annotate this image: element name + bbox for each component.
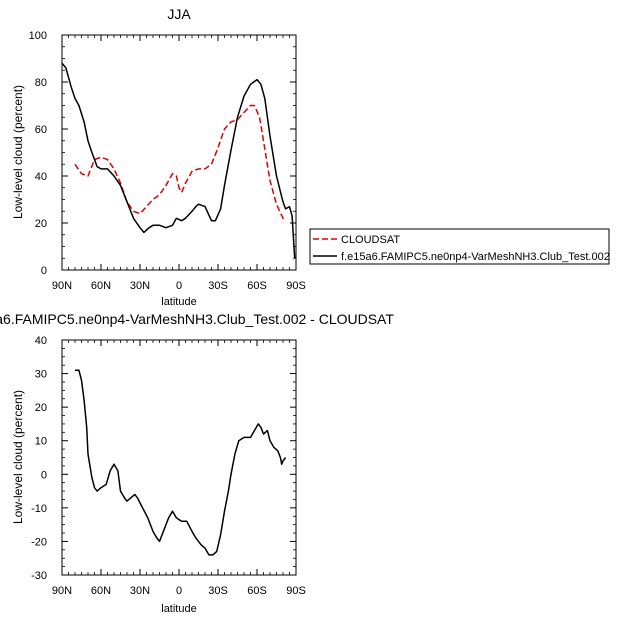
y-tick-label: 10	[35, 436, 47, 448]
x-tick-label: 90N	[52, 585, 72, 597]
bottom-chart-ticks: 90N 60N 30N 0 30S 60S 90S -30 -20 -10 0 10 20 30 40	[31, 335, 306, 597]
top-chart-ticks: 90N 60N 30N 0 30S 60S 90S 0 20 40 60 80 100	[29, 30, 306, 292]
bottom-chart-xlabel: latitude	[161, 603, 196, 615]
y-tick-label: 0	[41, 469, 47, 481]
top-chart-ylabel: Low-level cloud (percent)	[11, 85, 25, 219]
top-chart-xlabel: latitude	[161, 296, 196, 308]
series-line-1	[75, 369, 287, 556]
y-tick-label: 60	[35, 124, 47, 136]
bottom-chart-frame	[61, 339, 297, 576]
legend-label-model: f.e15a6.FAMIPC5.ne0np4-VarMeshNH3.Club_T…	[341, 251, 610, 263]
bottom-chart-title: f.e15a6.FAMIPC5.ne0np4-VarMeshNH3.Club_T…	[0, 311, 394, 327]
x-tick-label: 30S	[208, 585, 228, 597]
x-tick-label: 90S	[286, 585, 306, 597]
x-tick-label: 60S	[247, 280, 267, 292]
bottom-chart-series	[75, 369, 287, 556]
x-tick-label: 90S	[286, 280, 306, 292]
legend: CLOUDSAT f.e15a6.FAMIPC5.ne0np4-VarMeshN…	[309, 228, 610, 265]
top-chart-frame	[61, 34, 297, 271]
y-tick-label: 20	[35, 218, 47, 230]
top-chart-series	[61, 62, 296, 259]
series-line-1	[74, 104, 287, 222]
x-tick-label: 30N	[130, 280, 150, 292]
x-tick-label: 60S	[247, 585, 267, 597]
y-tick-label: 80	[35, 77, 47, 89]
series-line-2	[61, 62, 296, 259]
x-tick-label: 30S	[208, 280, 228, 292]
y-tick-label: 40	[35, 171, 47, 183]
legend-box	[309, 228, 610, 265]
y-tick-label: -30	[31, 570, 47, 582]
x-tick-label: 0	[176, 585, 182, 597]
y-tick-label: 100	[29, 30, 47, 42]
y-tick-label: 40	[35, 335, 47, 347]
top-chart-panel: JJA Low-level cloud (percent) latitude 9…	[11, 6, 306, 308]
y-tick-label: 0	[41, 265, 47, 277]
legend-label-cloudsat: CLOUDSAT	[341, 234, 400, 246]
y-tick-label: 30	[35, 369, 47, 381]
bottom-chart-ylabel: Low-level cloud (percent)	[11, 390, 25, 524]
y-tick-label: -20	[31, 536, 47, 548]
y-tick-label: 20	[35, 402, 47, 414]
top-chart-title: JJA	[167, 6, 191, 22]
x-tick-label: 30N	[130, 585, 150, 597]
y-tick-label: -10	[31, 503, 47, 515]
bottom-chart-panel: f.e15a6.FAMIPC5.ne0np4-VarMeshNH3.Club_T…	[0, 311, 394, 615]
x-tick-label: 0	[176, 280, 182, 292]
x-tick-label: 90N	[52, 280, 72, 292]
x-tick-label: 60N	[91, 585, 111, 597]
x-tick-label: 60N	[91, 280, 111, 292]
